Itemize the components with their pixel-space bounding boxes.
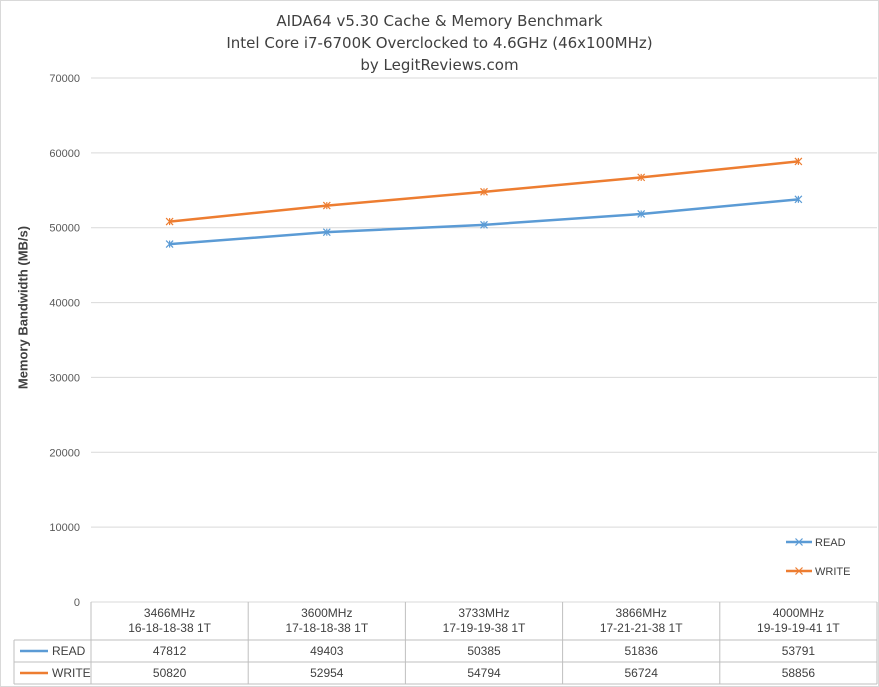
- chart-subtitle-2: by LegitReviews.com: [360, 56, 519, 74]
- y-tick-label: 60000: [49, 148, 80, 160]
- data-point: [322, 201, 331, 210]
- table-cell-value: 52954: [310, 666, 344, 680]
- table-cell-value: 53791: [782, 644, 816, 658]
- legend-label: WRITE: [815, 566, 850, 578]
- x-tick-label: 3866MHz 17-21-21-38 1T: [600, 606, 683, 635]
- x-tick-label: 3466MHz 16-18-18-38 1T: [128, 606, 211, 635]
- table-cell-value: 58856: [782, 666, 816, 680]
- y-tick-label: 20000: [49, 447, 80, 459]
- legend-marker: [795, 538, 803, 546]
- y-tick-label: 30000: [49, 372, 80, 384]
- table-cell-value: 51836: [625, 644, 659, 658]
- table-cell-value: 54794: [467, 666, 501, 680]
- y-tick-label: 0: [74, 597, 80, 609]
- data-point: [480, 220, 488, 229]
- data-point: [637, 173, 646, 182]
- data-point: [165, 240, 174, 249]
- y-tick-label: 70000: [49, 73, 80, 85]
- y-tick-label: 10000: [49, 522, 80, 534]
- table-cell-value: 56724: [625, 666, 659, 680]
- legend-label: READ: [815, 537, 846, 549]
- legend-marker: [795, 567, 803, 575]
- x-tick-label: 3600MHz 17-18-18-38 1T: [285, 606, 368, 635]
- table-cell-value: 50820: [153, 666, 187, 680]
- x-tick-label: 3733MHz 17-19-19-38 1T: [443, 606, 526, 635]
- chart-subtitle: Intel Core i7-6700K Overclocked to 4.6GH…: [226, 34, 653, 52]
- data-point: [480, 187, 488, 196]
- y-tick-label: 40000: [49, 298, 80, 310]
- data-point: [322, 228, 331, 237]
- chart-title-block: AIDA64 v5.30 Cache & Memory Benchmark In…: [0, 10, 879, 76]
- chart-title: AIDA64 v5.30 Cache & Memory Benchmark: [276, 12, 603, 30]
- y-tick-label: 50000: [49, 223, 80, 235]
- data-point: [794, 157, 803, 166]
- data-point: [637, 210, 646, 218]
- table-row-label: WRITE: [52, 666, 91, 680]
- data-point: [794, 195, 803, 204]
- table-row-label: READ: [52, 644, 86, 658]
- table-cell-value: 50385: [467, 644, 501, 658]
- x-tick-label: 4000MHz 19-19-19-41 1T: [757, 606, 840, 635]
- data-point: [165, 217, 174, 226]
- table-cell-value: 49403: [310, 644, 344, 658]
- table-cell-value: 47812: [153, 644, 187, 658]
